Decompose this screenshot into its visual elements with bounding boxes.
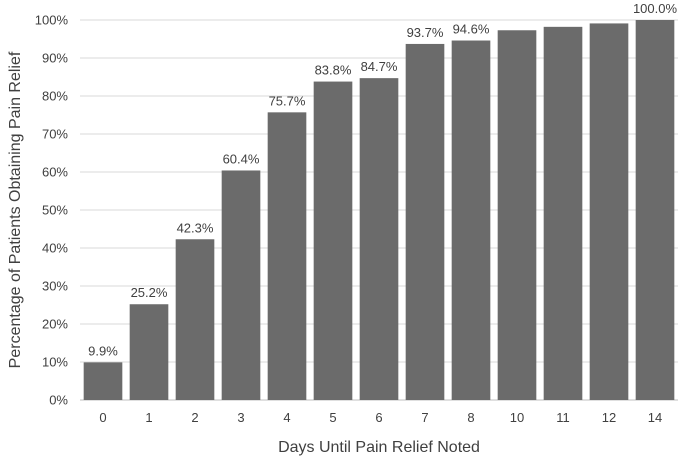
data-label: 100.0% bbox=[633, 1, 678, 16]
data-label: 93.7% bbox=[407, 25, 444, 40]
x-axis-title: Days Until Pain Relief Noted bbox=[278, 439, 480, 456]
data-label: 83.8% bbox=[315, 63, 352, 78]
bar bbox=[405, 43, 445, 400]
bar bbox=[313, 81, 353, 400]
y-axis-ticks: 0% 10% 20% 30% 40% 50% 60% 70% 80% 90% 100% bbox=[35, 13, 69, 408]
x-tick-label: 3 bbox=[237, 410, 244, 425]
data-label: 42.3% bbox=[177, 220, 214, 235]
bar bbox=[589, 23, 629, 400]
x-tick-label: 12 bbox=[602, 410, 616, 425]
bar bbox=[359, 78, 399, 400]
x-tick-label: 1 bbox=[145, 410, 152, 425]
y-tick-label: 60% bbox=[42, 165, 68, 180]
data-label: 9.9% bbox=[88, 343, 118, 358]
bar bbox=[175, 239, 215, 400]
x-tick-label: 10 bbox=[510, 410, 524, 425]
x-tick-label: 8 bbox=[467, 410, 474, 425]
data-label: 25.2% bbox=[131, 285, 168, 300]
data-labels: 9.9% 25.2% 42.3% 60.4% 75.7% 83.8% 84.7% 93.7% 9… bbox=[88, 1, 677, 358]
data-label: 75.7% bbox=[269, 93, 306, 108]
bar bbox=[543, 26, 583, 401]
x-axis-ticks: 0 1 2 3 4 5 6 7 8 10 11 12 14 bbox=[99, 410, 662, 425]
bar bbox=[635, 20, 675, 400]
bar bbox=[497, 30, 537, 400]
x-tick-label: 6 bbox=[375, 410, 382, 425]
bars bbox=[83, 20, 675, 401]
bar bbox=[267, 112, 307, 400]
y-tick-label: 0% bbox=[49, 393, 68, 408]
y-tick-label: 10% bbox=[42, 355, 68, 370]
data-label: 84.7% bbox=[361, 59, 398, 74]
y-tick-label: 80% bbox=[42, 89, 68, 104]
x-tick-label: 14 bbox=[648, 410, 662, 425]
bar bbox=[451, 40, 491, 401]
data-label: 60.4% bbox=[223, 151, 260, 166]
y-tick-label: 100% bbox=[35, 13, 69, 28]
x-tick-label: 4 bbox=[283, 410, 290, 425]
data-label: 94.6% bbox=[453, 22, 490, 37]
y-tick-label: 50% bbox=[42, 203, 68, 218]
x-tick-label: 11 bbox=[556, 410, 570, 425]
bar bbox=[221, 170, 261, 400]
y-tick-label: 40% bbox=[42, 241, 68, 256]
y-tick-label: 30% bbox=[42, 279, 68, 294]
y-axis-title: Percentage of Patients Obtaining Pain Re… bbox=[7, 51, 24, 368]
bar bbox=[83, 362, 123, 400]
x-tick-label: 2 bbox=[191, 410, 198, 425]
x-tick-label: 7 bbox=[421, 410, 428, 425]
y-tick-label: 20% bbox=[42, 317, 68, 332]
bar bbox=[129, 304, 169, 400]
x-tick-label: 5 bbox=[329, 410, 336, 425]
x-tick-label: 0 bbox=[99, 410, 106, 425]
y-tick-label: 70% bbox=[42, 127, 68, 142]
y-tick-label: 90% bbox=[42, 51, 68, 66]
